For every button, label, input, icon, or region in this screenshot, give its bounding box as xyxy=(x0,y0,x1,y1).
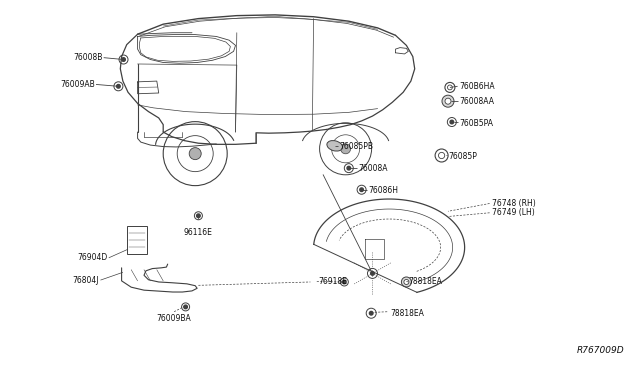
Circle shape xyxy=(360,188,364,192)
Circle shape xyxy=(450,120,454,124)
Text: 76008A: 76008A xyxy=(358,164,388,173)
Circle shape xyxy=(184,305,188,309)
Text: 76748 (RH): 76748 (RH) xyxy=(492,199,535,208)
Text: 96116E: 96116E xyxy=(184,228,213,237)
Text: 76085P: 76085P xyxy=(448,153,477,161)
Text: 78818EA: 78818EA xyxy=(390,309,424,318)
Ellipse shape xyxy=(327,141,342,151)
Circle shape xyxy=(445,98,451,104)
Circle shape xyxy=(116,84,120,88)
Text: R767009D: R767009D xyxy=(577,346,624,355)
Text: 76749 (LH): 76749 (LH) xyxy=(492,208,534,217)
Circle shape xyxy=(442,95,454,107)
Circle shape xyxy=(371,272,374,275)
Circle shape xyxy=(369,311,373,315)
Text: 78818EA: 78818EA xyxy=(408,277,442,286)
Circle shape xyxy=(122,58,125,61)
Text: 76918E: 76918E xyxy=(319,277,348,286)
Text: 760B6HA: 760B6HA xyxy=(460,82,495,91)
Circle shape xyxy=(189,148,201,160)
Circle shape xyxy=(196,214,200,218)
Text: 76008B: 76008B xyxy=(73,53,102,62)
Text: 76085PB: 76085PB xyxy=(339,142,373,151)
Text: 76009BA: 76009BA xyxy=(157,314,191,323)
Bar xyxy=(127,226,147,254)
Circle shape xyxy=(340,144,351,154)
Text: 760B5PA: 760B5PA xyxy=(460,119,493,128)
Text: 76804J: 76804J xyxy=(73,276,99,285)
Circle shape xyxy=(401,277,412,287)
Circle shape xyxy=(404,279,409,285)
Text: 76904D: 76904D xyxy=(77,253,108,262)
Text: 76086H: 76086H xyxy=(368,186,398,195)
Text: 76009AB: 76009AB xyxy=(60,80,95,89)
Circle shape xyxy=(347,166,351,170)
Text: 76008AA: 76008AA xyxy=(460,97,495,106)
Circle shape xyxy=(342,280,346,284)
